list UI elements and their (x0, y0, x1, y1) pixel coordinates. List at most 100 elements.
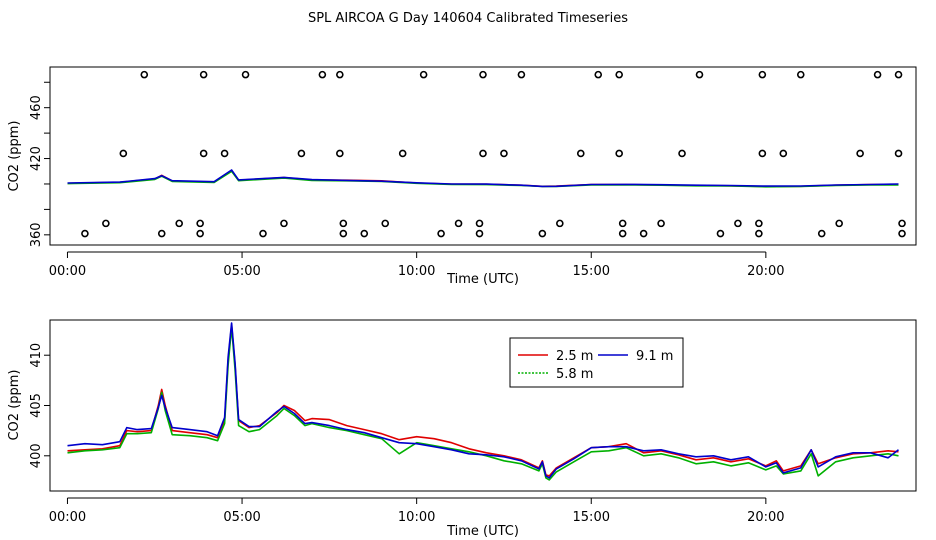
top-y-tick-label: 420 (29, 146, 44, 171)
top-outlier-point (758, 70, 767, 79)
top-outlier-point (196, 219, 204, 228)
top-outlier-point (835, 219, 843, 228)
top-outlier-point (199, 70, 208, 79)
top-outlier-point (615, 70, 623, 79)
bottom-x-tick-label: 20:00 (747, 510, 784, 525)
top-x-axis: 00:00 05:00 10:00 15:00 20:00 (49, 251, 785, 279)
top-outlier-point (500, 149, 508, 158)
top-outlier-point (576, 149, 585, 158)
bottom-x-axis-label: Time (UTC) (446, 524, 519, 539)
top-outlier-point (318, 70, 327, 79)
top-outlier-point (199, 149, 208, 158)
top-outlier-point (695, 70, 704, 79)
top-outlier-point (594, 70, 603, 79)
top-outlier-point (758, 149, 767, 158)
figure-title: SPL AIRCOA G Day 140604 Calibrated Times… (308, 11, 628, 26)
top-outlier-point (119, 149, 128, 158)
bottom-y-tick-label: 400 (29, 443, 44, 468)
legend-label-9.1m: 9.1 m (636, 349, 673, 364)
top-x-tick-label: 15:00 (573, 264, 610, 279)
top-x-tick-label: 10:00 (398, 264, 435, 279)
top-panel: CO2 (ppm) Time (UTC) 360 420 460 00:00 05:0… (7, 66, 917, 287)
top-y-tick-label: 460 (29, 95, 44, 120)
top-outlier-point (259, 229, 267, 238)
bottom-y-tick-label: 410 (29, 343, 44, 368)
top-outlier-point (454, 219, 463, 228)
top-outlier-point (556, 219, 564, 228)
top-outlier-point (336, 70, 344, 79)
top-outlier-point (894, 70, 903, 79)
top-outlier-point (175, 219, 184, 228)
top-outlier-point (618, 229, 627, 238)
top-outlier-point (639, 229, 648, 238)
top-outlier-point (398, 149, 407, 158)
bottom-y-tick-label: 405 (29, 393, 44, 418)
top-outlier-point (618, 219, 627, 228)
top-outlier-point (220, 149, 229, 158)
top-outlier-point (81, 229, 89, 238)
bottom-y-axis: 400 405 410 (29, 343, 50, 468)
top-outlier-point (755, 219, 763, 228)
bottom-plot-frame (49, 319, 917, 492)
top-outlier-point (437, 229, 445, 238)
top-x-tick-label: 05:00 (223, 264, 260, 279)
top-outlier-point (479, 70, 487, 79)
top-series-9.1m (67, 169, 899, 188)
top-x-axis-label: Time (UTC) (446, 272, 519, 287)
top-outlier-point (419, 70, 428, 79)
top-y-axis: 360 420 460 (29, 81, 50, 247)
legend-label-2.5m: 2.5 m (556, 349, 593, 364)
top-outlier-point (241, 70, 250, 79)
top-outlier-point (538, 229, 547, 238)
bottom-data (67, 322, 899, 481)
top-outlier-point (102, 219, 110, 228)
top-outlier-point (196, 229, 204, 238)
top-outlier-point (898, 229, 906, 238)
top-outlier-point (297, 149, 306, 158)
top-y-axis-label: CO2 (ppm) (7, 120, 22, 191)
bottom-x-tick-label: 10:00 (398, 510, 435, 525)
top-y-tick-label: 360 (29, 222, 44, 247)
bottom-series-9.1m (67, 322, 899, 479)
top-outlier-point (360, 229, 369, 238)
legend-box (509, 337, 684, 388)
bottom-x-tick-label: 15:00 (573, 510, 610, 525)
bottom-x-tick-label: 05:00 (223, 510, 260, 525)
top-outlier-point (657, 219, 665, 228)
top-outlier-point (796, 70, 805, 79)
top-outlier-point (479, 149, 487, 158)
bottom-series-2.5m (67, 324, 899, 477)
top-outlier-point (817, 229, 826, 238)
top-x-tick-label: 20:00 (747, 264, 784, 279)
legend-label-5.8m: 5.8 m (556, 367, 593, 382)
bottom-series-5.8m (67, 326, 899, 481)
top-outlier-point (339, 229, 348, 238)
top-outlier-point (678, 149, 686, 158)
top-outlier-point (336, 149, 344, 158)
top-outlier-point (734, 219, 742, 228)
top-outlier-point (280, 219, 288, 228)
top-outlier-point (475, 229, 484, 238)
bottom-x-tick-label: 00:00 (49, 510, 86, 525)
top-outlier-point (873, 70, 882, 79)
top-outlier-point (755, 229, 763, 238)
top-outlier-point (157, 229, 166, 238)
legend: 2.5 m 9.1 m 5.8 m (509, 337, 684, 388)
top-outlier-point (339, 219, 348, 228)
top-plot-frame (49, 66, 917, 246)
top-data (67, 70, 906, 238)
top-outlier-point (716, 229, 725, 238)
bottom-panel: CO2 (ppm) Time (UTC) 400 405 410 00:00 05:0… (7, 319, 917, 539)
top-outlier-point (856, 149, 864, 158)
top-outlier-point (898, 219, 906, 228)
top-outlier-point (475, 219, 484, 228)
bottom-y-axis-label: CO2 (ppm) (7, 369, 22, 440)
top-outlier-point (779, 149, 788, 158)
bottom-x-axis: 00:00 05:00 10:00 15:00 20:00 (49, 497, 785, 525)
top-outlier-point (381, 219, 390, 228)
top-outlier-point (517, 70, 526, 79)
top-outlier-point (894, 149, 903, 158)
top-outlier-point (140, 70, 149, 79)
top-x-tick-label: 00:00 (49, 264, 86, 279)
